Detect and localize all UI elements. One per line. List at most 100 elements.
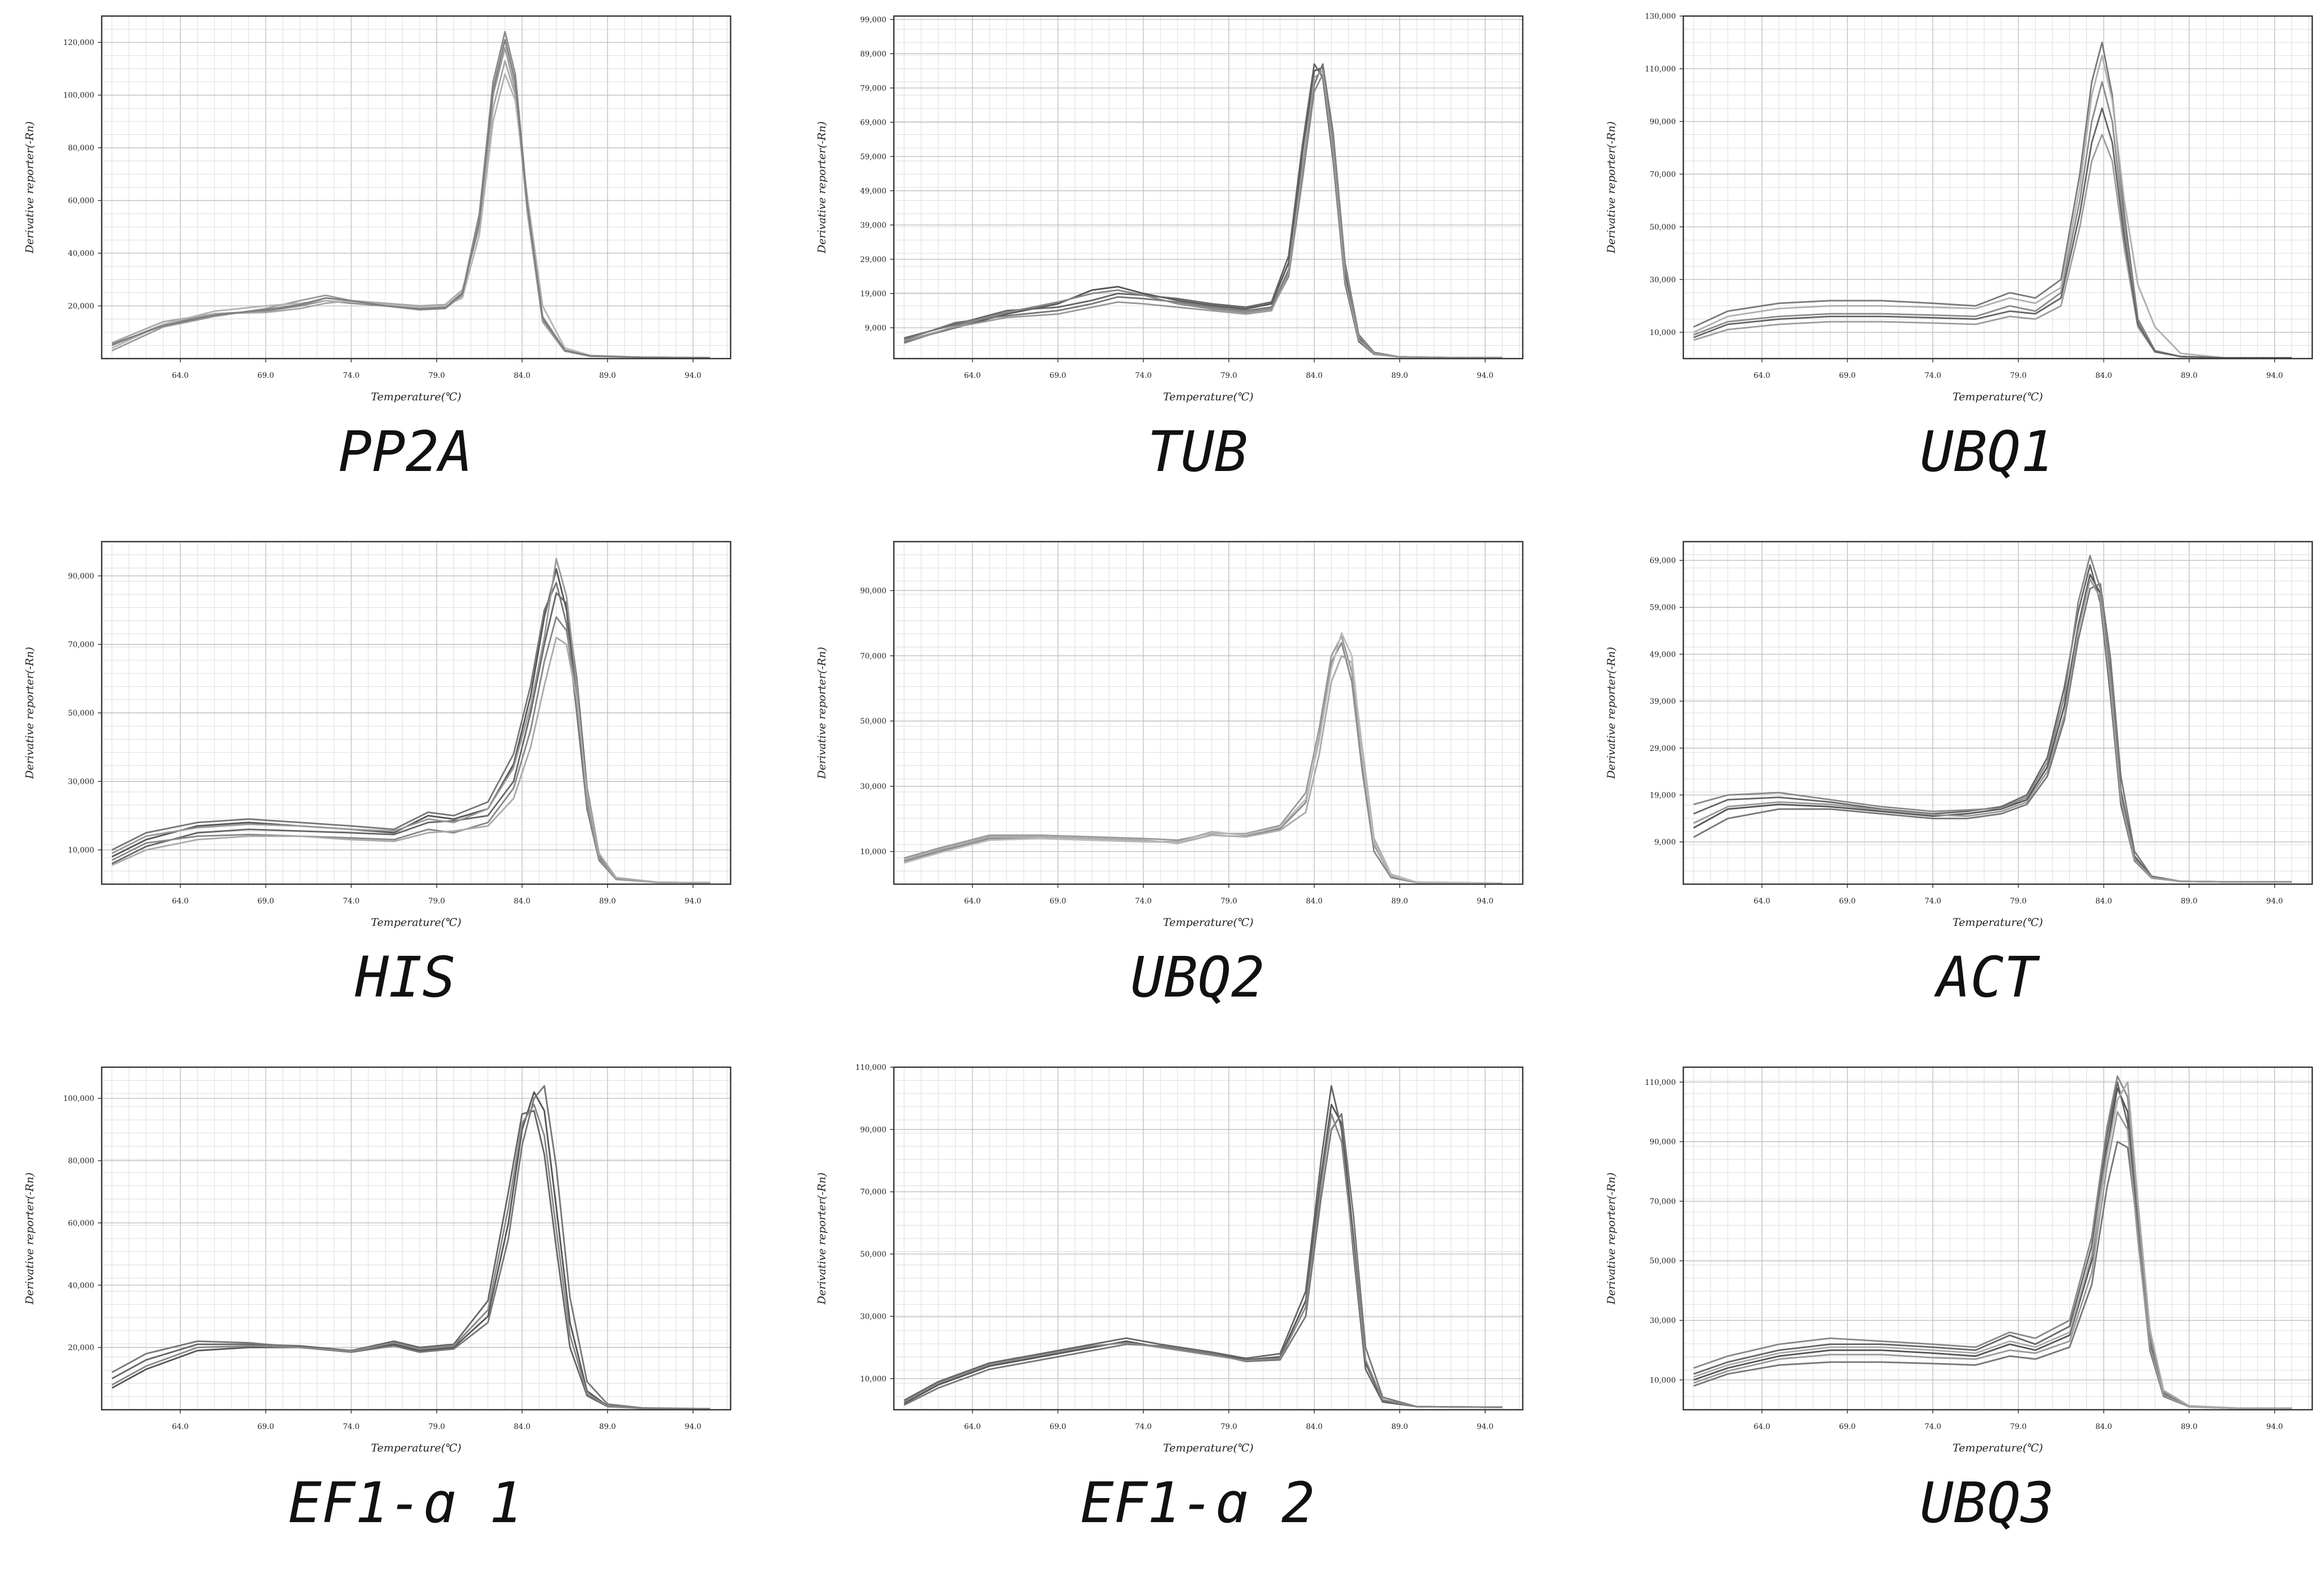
x-tick-label: 89.0 bbox=[1392, 897, 1408, 906]
x-tick-label: 94.0 bbox=[1477, 1423, 1493, 1431]
x-tick-label: 64.0 bbox=[1753, 371, 1770, 380]
grid bbox=[1683, 16, 2312, 359]
y-tick-label: 90,000 bbox=[1650, 1138, 1676, 1146]
y-tick-label: 80,000 bbox=[68, 144, 94, 153]
figure: 64.0 69.0 74.0 79.0 84.0 89.0 94.0 20,000 40,000… bbox=[23, 12, 2313, 1536]
y-tick-label: 10,000 bbox=[860, 848, 886, 856]
x-tick-label: 64.0 bbox=[964, 897, 981, 906]
series-line-2 bbox=[111, 1110, 710, 1410]
x-tick-label: 74.0 bbox=[1135, 1423, 1152, 1431]
y-axis-title: Derivative reporter(-Rn) bbox=[815, 1173, 828, 1305]
chart-panel-4: 64.0 69.0 74.0 79.0 84.0 89.0 94.0 10,000 30,000… bbox=[23, 541, 732, 1010]
y-tick-label: 20,000 bbox=[68, 1344, 94, 1352]
gene-label: HIS bbox=[355, 945, 456, 1010]
grid bbox=[894, 1067, 1523, 1410]
x-tick-label: 74.0 bbox=[1925, 897, 1941, 906]
x-tick-label: 69.0 bbox=[1839, 897, 1856, 906]
x-tick-label: 94.0 bbox=[1477, 371, 1493, 380]
grid bbox=[102, 1067, 731, 1410]
x-axis-title: Temperature(℃) bbox=[1953, 916, 2043, 929]
y-tick-label: 99,000 bbox=[860, 16, 886, 24]
y-axis-title: Derivative reporter(-Rn) bbox=[23, 121, 36, 254]
y-tick-label: 100,000 bbox=[63, 1094, 94, 1103]
x-tick-label: 79.0 bbox=[1220, 897, 1237, 906]
y-tick-label: 30,000 bbox=[1650, 276, 1676, 284]
x-axis-title: Temperature(℃) bbox=[1163, 916, 1254, 929]
series-line-3 bbox=[111, 1085, 710, 1410]
y-tick-label: 90,000 bbox=[68, 572, 94, 581]
gene-label: UBQ3 bbox=[1920, 1470, 2054, 1536]
y-tick-label: 9,000 bbox=[1654, 838, 1676, 847]
y-axis-title: Derivative reporter(-Rn) bbox=[815, 121, 828, 254]
x-tick-label: 69.0 bbox=[257, 1423, 274, 1431]
series-line-4 bbox=[1693, 55, 2292, 359]
y-tick-label: 90,000 bbox=[860, 1126, 886, 1134]
x-tick-label: 64.0 bbox=[172, 1423, 188, 1431]
plot-frame bbox=[1682, 1066, 2313, 1411]
grid bbox=[894, 16, 1523, 359]
y-tick-label: 70,000 bbox=[1650, 1197, 1676, 1206]
y-tick-label: 50,000 bbox=[860, 1250, 886, 1259]
y-tick-label: 10,000 bbox=[1650, 329, 1676, 337]
plot-frame bbox=[101, 15, 732, 360]
plot-frame bbox=[1682, 15, 2313, 360]
gene-label: UBQ1 bbox=[1920, 419, 2054, 484]
series-line-4 bbox=[111, 616, 710, 884]
x-tick-label: 94.0 bbox=[1477, 897, 1493, 906]
x-axis-title: Temperature(℃) bbox=[1163, 390, 1254, 403]
x-tick-label: 84.0 bbox=[514, 371, 530, 380]
y-tick-label: 9,000 bbox=[865, 324, 886, 332]
grid bbox=[894, 542, 1523, 884]
x-tick-label: 74.0 bbox=[1925, 371, 1941, 380]
y-axis-title: Derivative reporter(-Rn) bbox=[1605, 1173, 1617, 1305]
y-tick-label: 30,000 bbox=[860, 782, 886, 791]
chart-panel-7: 64.0 69.0 74.0 79.0 84.0 89.0 94.0 20,000 40,000… bbox=[23, 1066, 732, 1536]
y-tick-label: 19,000 bbox=[860, 290, 886, 298]
y-axis-title: Derivative reporter(-Rn) bbox=[23, 647, 36, 780]
x-tick-label: 84.0 bbox=[514, 1423, 530, 1431]
y-tick-label: 30,000 bbox=[1650, 1317, 1676, 1325]
x-tick-label: 79.0 bbox=[428, 371, 445, 380]
chart-panel-3: 64.0 69.0 74.0 79.0 84.0 89.0 94.0 10,000 30,000… bbox=[1605, 12, 2313, 484]
x-tick-label: 94.0 bbox=[2266, 371, 2283, 380]
series-line-1 bbox=[903, 642, 1502, 884]
x-tick-label: 74.0 bbox=[1135, 897, 1152, 906]
y-tick-label: 70,000 bbox=[1650, 170, 1676, 179]
series-line-4 bbox=[111, 1104, 710, 1410]
x-tick-label: 94.0 bbox=[685, 371, 701, 380]
plot-frame bbox=[101, 1066, 732, 1411]
y-tick-label: 70,000 bbox=[860, 1188, 886, 1197]
series-line-1 bbox=[111, 1091, 710, 1410]
x-tick-label: 89.0 bbox=[2181, 897, 2198, 906]
y-tick-label: 89,000 bbox=[860, 50, 886, 58]
y-tick-label: 69,000 bbox=[860, 118, 886, 127]
series-line-5 bbox=[1693, 578, 2292, 883]
series-line-3 bbox=[1693, 583, 2292, 883]
plot-frame bbox=[893, 541, 1524, 885]
x-axis-title: Temperature(℃) bbox=[1953, 390, 2043, 403]
y-tick-label: 60,000 bbox=[68, 1219, 94, 1228]
x-tick-label: 89.0 bbox=[599, 897, 616, 906]
y-tick-label: 10,000 bbox=[1650, 1376, 1676, 1385]
series-group bbox=[1693, 554, 2292, 883]
y-tick-label: 39,000 bbox=[860, 221, 886, 230]
y-tick-label: 49,000 bbox=[860, 187, 886, 195]
y-tick-label: 30,000 bbox=[860, 1312, 886, 1321]
x-tick-label: 69.0 bbox=[1050, 371, 1066, 380]
y-tick-label: 80,000 bbox=[68, 1157, 94, 1166]
series-group bbox=[903, 63, 1502, 359]
grid bbox=[1683, 1067, 2312, 1410]
grid bbox=[102, 16, 731, 359]
y-tick-label: 10,000 bbox=[68, 846, 94, 855]
y-tick-label: 70,000 bbox=[860, 652, 886, 660]
series-line-3 bbox=[903, 1113, 1502, 1408]
series-line-5 bbox=[1693, 107, 2292, 359]
series-line-2 bbox=[1693, 564, 2292, 883]
y-tick-label: 110,000 bbox=[855, 1063, 886, 1072]
y-tick-label: 70,000 bbox=[68, 641, 94, 649]
x-tick-label: 69.0 bbox=[1050, 897, 1066, 906]
plot-frame bbox=[893, 1066, 1524, 1411]
x-tick-label: 79.0 bbox=[2010, 897, 2026, 906]
y-tick-label: 50,000 bbox=[1650, 1257, 1676, 1266]
series-line-5 bbox=[111, 39, 710, 359]
